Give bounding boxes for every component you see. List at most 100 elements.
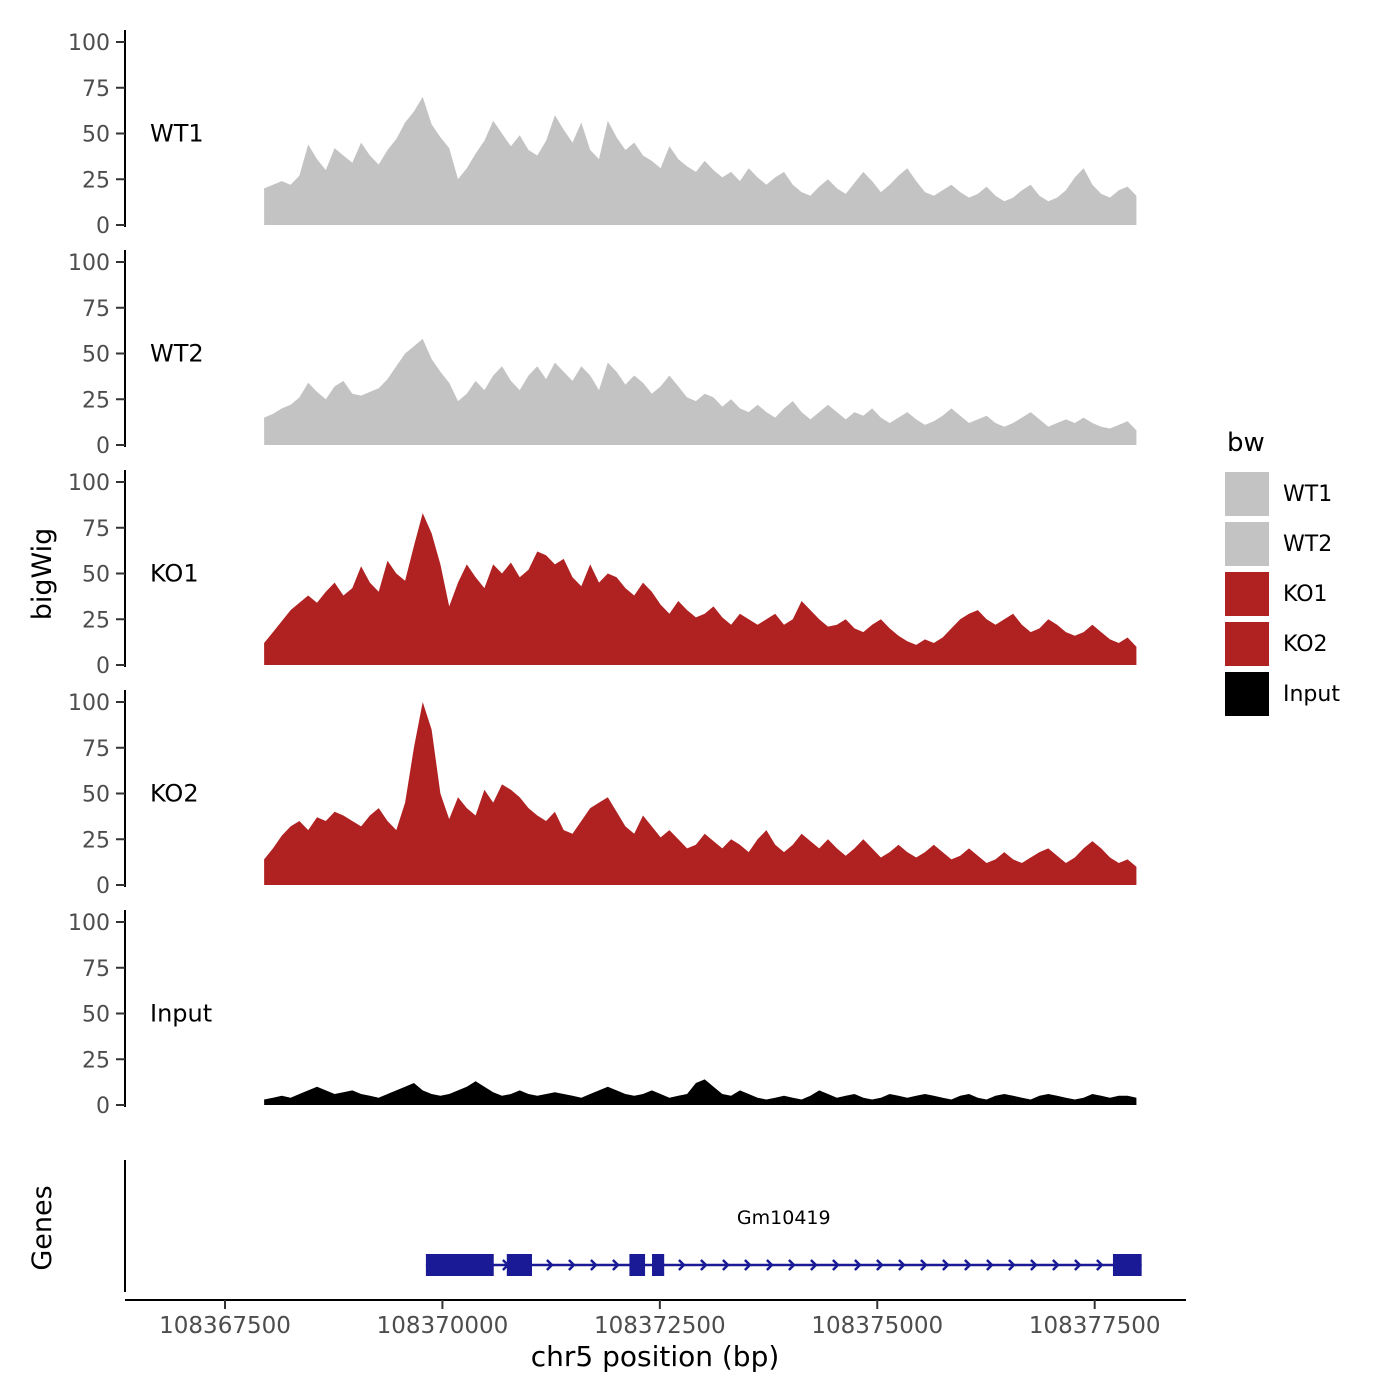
legend-title: bw	[1227, 428, 1265, 458]
y-tick-label: 75	[82, 297, 110, 322]
y-tick-label: 50	[82, 123, 110, 148]
y-tick-label: 0	[96, 654, 110, 679]
y-tick-label: 75	[82, 517, 110, 542]
y-tick-label: 25	[82, 1048, 110, 1073]
panel-KO2: 0 25 50 75 100 KO2	[68, 690, 1137, 899]
strand-arrow-icon	[832, 1259, 840, 1271]
y-tick-label: 75	[82, 77, 110, 102]
legend-swatch-WT2	[1225, 522, 1269, 566]
legend-label-KO1: KO1	[1283, 581, 1328, 607]
y-tick-label: 75	[82, 737, 110, 762]
strand-arrow-icon	[898, 1259, 906, 1271]
gene-exon	[425, 1254, 494, 1276]
legend-label-WT2: WT2	[1283, 531, 1333, 557]
panel-WT2: 0 25 50 75 100 WT2	[68, 250, 1137, 459]
legend: bw WT1 WT2 KO1 KO2 Input	[1225, 428, 1395, 722]
y-tick-label: 100	[68, 691, 110, 716]
legend-label-Input: Input	[1283, 681, 1340, 707]
strand-arrow-icon	[1008, 1259, 1016, 1271]
x-axis: 108367500 108370000 108372500 108375000 1083…	[125, 1299, 1186, 1339]
x-tick-label: 108377500	[1029, 1313, 1161, 1339]
y-tick-label: 50	[82, 343, 110, 368]
x-tick-label: 108370000	[377, 1313, 509, 1339]
strand-arrow-icon	[1030, 1259, 1038, 1271]
strand-arrow-icon	[568, 1259, 576, 1271]
y-tick-label: 0	[96, 434, 110, 459]
strand-arrow-icon	[722, 1259, 730, 1271]
track-label-KO1: KO1	[150, 560, 199, 588]
track-label-Input: Input	[150, 1000, 212, 1028]
panel-KO1: 0 25 50 75 100 KO1	[68, 470, 1137, 679]
strand-arrow-icon	[1074, 1259, 1082, 1271]
legend-swatch-KO1	[1225, 572, 1269, 616]
gene-exon	[629, 1254, 646, 1276]
strand-arrow-icon	[986, 1259, 994, 1271]
legend-item-KO1: KO1	[1225, 572, 1395, 616]
gene-exon	[1112, 1254, 1142, 1276]
strand-arrow-icon	[920, 1259, 928, 1271]
y-tick-label: 0	[96, 874, 110, 899]
legend-swatch-Input	[1225, 672, 1269, 716]
strand-arrow-icon	[810, 1259, 818, 1271]
y-tick-label: 100	[68, 471, 110, 496]
legend-swatch-WT1	[1225, 472, 1269, 516]
panel-WT1: 0 25 50 75 100 WT1	[68, 30, 1137, 239]
gene-exon	[652, 1254, 665, 1276]
strand-arrow-icon	[678, 1259, 686, 1271]
track-label-WT2: WT2	[150, 340, 204, 368]
panel-Input: 0 25 50 75 100 Input	[68, 910, 1137, 1119]
area-WT2	[264, 338, 1137, 445]
area-KO1	[264, 513, 1137, 665]
y-tick-label: 50	[82, 783, 110, 808]
y-tick-label: 25	[82, 828, 110, 853]
y-tick-label: 0	[96, 1094, 110, 1119]
strand-arrow-icon	[788, 1259, 796, 1271]
legend-item-KO2: KO2	[1225, 622, 1395, 666]
strand-arrow-icon	[876, 1259, 884, 1271]
legend-label-KO2: KO2	[1283, 631, 1328, 657]
y-axis-title-bigwig: bigWig	[27, 527, 58, 621]
y-tick-label: 75	[82, 957, 110, 982]
strand-arrow-icon	[766, 1259, 774, 1271]
strand-arrow-icon	[700, 1259, 708, 1271]
y-tick-label: 0	[96, 214, 110, 239]
gene-exon	[506, 1254, 533, 1276]
track-label-KO2: KO2	[150, 780, 199, 808]
y-tick-label: 100	[68, 251, 110, 276]
area-Input	[264, 1079, 1137, 1105]
y-tick-label: 100	[68, 911, 110, 936]
x-tick-label: 108367500	[159, 1313, 291, 1339]
strand-arrow-icon	[590, 1259, 598, 1271]
strand-arrow-icon	[546, 1259, 554, 1271]
area-WT1	[264, 96, 1137, 226]
y-tick-label: 25	[82, 608, 110, 633]
strand-arrow-icon	[964, 1259, 972, 1271]
x-tick-label: 108375000	[811, 1313, 943, 1339]
panel-genes: Gm10419	[124, 1160, 1142, 1292]
strand-arrow-icon	[744, 1259, 752, 1271]
strand-arrow-icon	[612, 1259, 620, 1271]
y-tick-label: 50	[82, 563, 110, 588]
strand-arrow-icon	[1096, 1259, 1104, 1271]
legend-item-WT1: WT1	[1225, 472, 1395, 516]
y-axis-title-genes: Genes	[27, 1185, 58, 1271]
legend-swatch-KO2	[1225, 622, 1269, 666]
y-tick-label: 25	[82, 388, 110, 413]
y-tick-label: 100	[68, 31, 110, 56]
legend-items: WT1 WT2 KO1 KO2 Input	[1225, 472, 1395, 716]
strand-arrow-icon	[854, 1259, 862, 1271]
gene-name-label: Gm10419	[737, 1207, 831, 1229]
y-tick-label: 50	[82, 1003, 110, 1028]
y-tick-label: 25	[82, 168, 110, 193]
x-axis-title: chr5 position (bp)	[530, 1340, 780, 1373]
strand-arrow-icon	[942, 1259, 950, 1271]
legend-item-Input: Input	[1225, 672, 1395, 716]
legend-label-WT1: WT1	[1283, 481, 1333, 507]
strand-arrow-icon	[1052, 1259, 1060, 1271]
track-label-WT1: WT1	[150, 120, 204, 148]
area-KO2	[264, 702, 1137, 885]
legend-item-WT2: WT2	[1225, 522, 1395, 566]
x-tick-label: 108372500	[594, 1313, 726, 1339]
